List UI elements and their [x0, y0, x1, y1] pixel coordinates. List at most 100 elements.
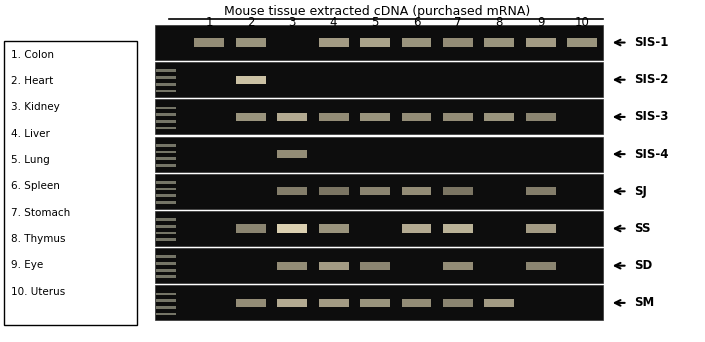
FancyBboxPatch shape — [402, 299, 431, 307]
FancyBboxPatch shape — [155, 25, 603, 60]
FancyBboxPatch shape — [443, 38, 473, 47]
FancyBboxPatch shape — [157, 157, 176, 160]
FancyBboxPatch shape — [277, 187, 307, 195]
Text: 2. Heart: 2. Heart — [11, 76, 53, 86]
FancyBboxPatch shape — [157, 293, 176, 295]
FancyBboxPatch shape — [236, 299, 266, 307]
FancyBboxPatch shape — [443, 299, 473, 307]
FancyBboxPatch shape — [526, 38, 556, 47]
FancyBboxPatch shape — [157, 218, 176, 221]
Text: 6. Spleen: 6. Spleen — [11, 181, 59, 192]
Text: Mouse tissue extracted cDNA (purchased mRNA): Mouse tissue extracted cDNA (purchased m… — [224, 5, 530, 18]
Text: 9: 9 — [537, 16, 544, 29]
FancyBboxPatch shape — [157, 69, 176, 72]
FancyBboxPatch shape — [155, 136, 603, 172]
FancyBboxPatch shape — [157, 164, 176, 167]
Text: 8: 8 — [496, 16, 503, 29]
FancyBboxPatch shape — [360, 38, 390, 47]
FancyBboxPatch shape — [236, 38, 266, 47]
FancyBboxPatch shape — [402, 38, 431, 47]
FancyBboxPatch shape — [484, 299, 514, 307]
Text: 2: 2 — [247, 16, 255, 29]
FancyBboxPatch shape — [155, 248, 603, 283]
FancyBboxPatch shape — [157, 238, 176, 241]
Text: 7. Stomach: 7. Stomach — [11, 208, 70, 218]
FancyBboxPatch shape — [319, 299, 348, 307]
FancyBboxPatch shape — [236, 76, 266, 84]
FancyBboxPatch shape — [157, 188, 176, 190]
FancyBboxPatch shape — [157, 76, 176, 79]
FancyBboxPatch shape — [402, 113, 431, 121]
FancyBboxPatch shape — [157, 306, 176, 309]
FancyBboxPatch shape — [319, 187, 348, 195]
FancyBboxPatch shape — [157, 299, 176, 302]
FancyBboxPatch shape — [155, 100, 603, 134]
Text: 8. Thymus: 8. Thymus — [11, 234, 65, 244]
FancyBboxPatch shape — [157, 313, 176, 315]
Text: 3: 3 — [288, 16, 296, 29]
FancyBboxPatch shape — [277, 150, 307, 158]
Text: 1. Colon: 1. Colon — [11, 50, 54, 60]
FancyBboxPatch shape — [443, 262, 473, 270]
FancyBboxPatch shape — [157, 150, 176, 153]
FancyBboxPatch shape — [277, 299, 307, 307]
Text: SIS-2: SIS-2 — [634, 73, 669, 86]
FancyBboxPatch shape — [195, 38, 224, 47]
FancyBboxPatch shape — [4, 41, 137, 325]
FancyBboxPatch shape — [157, 113, 176, 116]
Text: 5. Lung: 5. Lung — [11, 155, 49, 165]
FancyBboxPatch shape — [443, 187, 473, 195]
FancyBboxPatch shape — [157, 127, 176, 129]
FancyBboxPatch shape — [319, 224, 348, 233]
FancyBboxPatch shape — [360, 113, 390, 121]
FancyBboxPatch shape — [157, 144, 176, 147]
Text: SS: SS — [634, 222, 651, 235]
Text: SD: SD — [634, 259, 653, 272]
FancyBboxPatch shape — [236, 113, 266, 121]
FancyBboxPatch shape — [526, 113, 556, 121]
FancyBboxPatch shape — [484, 38, 514, 47]
FancyBboxPatch shape — [443, 224, 473, 233]
FancyBboxPatch shape — [319, 262, 348, 270]
Text: SIS-1: SIS-1 — [634, 36, 669, 49]
Text: 6: 6 — [412, 16, 420, 29]
FancyBboxPatch shape — [526, 262, 556, 270]
FancyBboxPatch shape — [155, 211, 603, 246]
Text: 5: 5 — [372, 16, 379, 29]
FancyBboxPatch shape — [526, 224, 556, 233]
FancyBboxPatch shape — [157, 90, 176, 92]
Text: 4. Liver: 4. Liver — [11, 129, 49, 139]
FancyBboxPatch shape — [157, 194, 176, 197]
Text: 4: 4 — [330, 16, 338, 29]
FancyBboxPatch shape — [157, 232, 176, 234]
FancyBboxPatch shape — [402, 187, 431, 195]
FancyBboxPatch shape — [319, 113, 348, 121]
Text: 7: 7 — [454, 16, 462, 29]
Text: SIS-3: SIS-3 — [634, 110, 669, 123]
Text: SM: SM — [634, 297, 655, 310]
FancyBboxPatch shape — [277, 224, 307, 233]
FancyBboxPatch shape — [567, 38, 597, 47]
FancyBboxPatch shape — [157, 269, 176, 272]
Text: SJ: SJ — [634, 185, 647, 198]
FancyBboxPatch shape — [157, 255, 176, 258]
Text: 3. Kidney: 3. Kidney — [11, 102, 59, 113]
FancyBboxPatch shape — [484, 113, 514, 121]
Text: 1: 1 — [206, 16, 213, 29]
FancyBboxPatch shape — [157, 276, 176, 278]
FancyBboxPatch shape — [360, 299, 390, 307]
FancyBboxPatch shape — [277, 262, 307, 270]
FancyBboxPatch shape — [360, 187, 390, 195]
FancyBboxPatch shape — [157, 262, 176, 265]
FancyBboxPatch shape — [157, 181, 176, 184]
FancyBboxPatch shape — [157, 225, 176, 228]
FancyBboxPatch shape — [155, 285, 603, 320]
FancyBboxPatch shape — [157, 201, 176, 204]
FancyBboxPatch shape — [526, 187, 556, 195]
FancyBboxPatch shape — [155, 62, 603, 97]
FancyBboxPatch shape — [157, 83, 176, 86]
FancyBboxPatch shape — [360, 262, 390, 270]
FancyBboxPatch shape — [402, 224, 431, 233]
FancyBboxPatch shape — [236, 224, 266, 233]
FancyBboxPatch shape — [157, 107, 176, 109]
